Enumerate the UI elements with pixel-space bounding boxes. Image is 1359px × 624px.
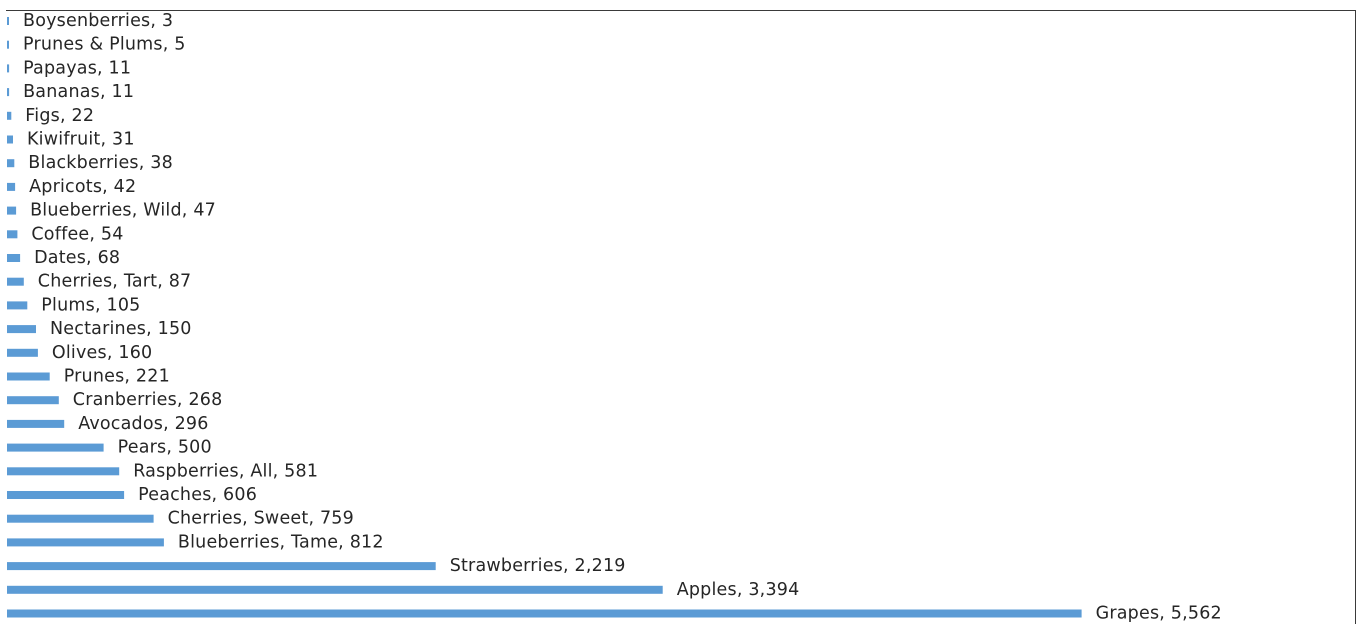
- data-label-apricots: Apricots, 42: [29, 177, 136, 197]
- data-label-avocados: Avocados, 296: [78, 414, 208, 434]
- data-label-blueberries-tame: Blueberries, Tame, 812: [178, 532, 384, 552]
- bar-cranberries: [7, 396, 59, 405]
- data-label-bananas: Bananas, 11: [23, 82, 134, 102]
- data-label-cherries-sweet: Cherries, Sweet, 759: [168, 509, 354, 529]
- data-label-peaches: Peaches, 606: [138, 485, 257, 505]
- data-label-cherries-tart: Cherries, Tart, 87: [38, 272, 192, 292]
- bar-figs: [7, 111, 12, 120]
- bar-coffee: [7, 230, 18, 239]
- bar-strawberries: [7, 562, 436, 571]
- bar-nectarines: [7, 325, 36, 334]
- bar-grapes: [7, 609, 1082, 618]
- data-label-kiwifruit: Kiwifruit, 31: [27, 130, 135, 150]
- data-label-prunes-plums: Prunes & Plums, 5: [23, 35, 186, 55]
- bar-boysenberries: [7, 17, 9, 25]
- bar-cherries-sweet: [7, 514, 154, 523]
- data-label-plums: Plums, 105: [41, 295, 140, 315]
- data-label-dates: Dates, 68: [34, 248, 120, 268]
- data-label-papayas: Papayas, 11: [23, 58, 131, 78]
- bar-blueberries-wild: [7, 206, 17, 215]
- bar-prunes-plums: [7, 40, 9, 49]
- data-label-coffee: Coffee, 54: [31, 224, 123, 244]
- bar-apples: [7, 585, 663, 594]
- bar-raspberries-all: [7, 467, 120, 476]
- data-label-strawberries: Strawberries, 2,219: [450, 556, 626, 576]
- bar-avocados: [7, 419, 65, 428]
- chart-frame: [6, 10, 1356, 624]
- data-label-raspberries-all: Raspberries, All, 581: [133, 461, 318, 481]
- data-label-nectarines: Nectarines, 150: [50, 319, 192, 339]
- data-label-boysenberries: Boysenberries, 3: [23, 11, 173, 31]
- bar-apricots: [7, 182, 16, 191]
- data-label-blackberries: Blackberries, 38: [28, 153, 173, 173]
- bar-peaches: [7, 491, 125, 499]
- bar-pears: [7, 443, 104, 452]
- bar-blackberries: [7, 159, 15, 168]
- bar-dates: [7, 254, 21, 262]
- data-label-cranberries: Cranberries, 268: [73, 390, 223, 410]
- bar-cherries-tart: [7, 277, 24, 286]
- bar-bananas: [7, 88, 10, 97]
- bar-papayas: [7, 64, 10, 73]
- data-label-pears: Pears, 500: [118, 438, 212, 458]
- data-label-blueberries-wild: Blueberries, Wild, 47: [30, 201, 216, 221]
- data-label-figs: Figs, 22: [25, 106, 94, 126]
- bar-plums: [7, 301, 28, 310]
- bar-blueberries-tame: [7, 538, 164, 547]
- data-label-olives: Olives, 160: [52, 343, 152, 363]
- data-label-apples: Apples, 3,394: [677, 580, 800, 600]
- data-label-grapes: Grapes, 5,562: [1096, 604, 1222, 624]
- bar-kiwifruit: [7, 135, 13, 144]
- bar-olives: [7, 348, 38, 357]
- data-label-prunes: Prunes, 221: [64, 367, 170, 387]
- bar-prunes: [7, 372, 50, 381]
